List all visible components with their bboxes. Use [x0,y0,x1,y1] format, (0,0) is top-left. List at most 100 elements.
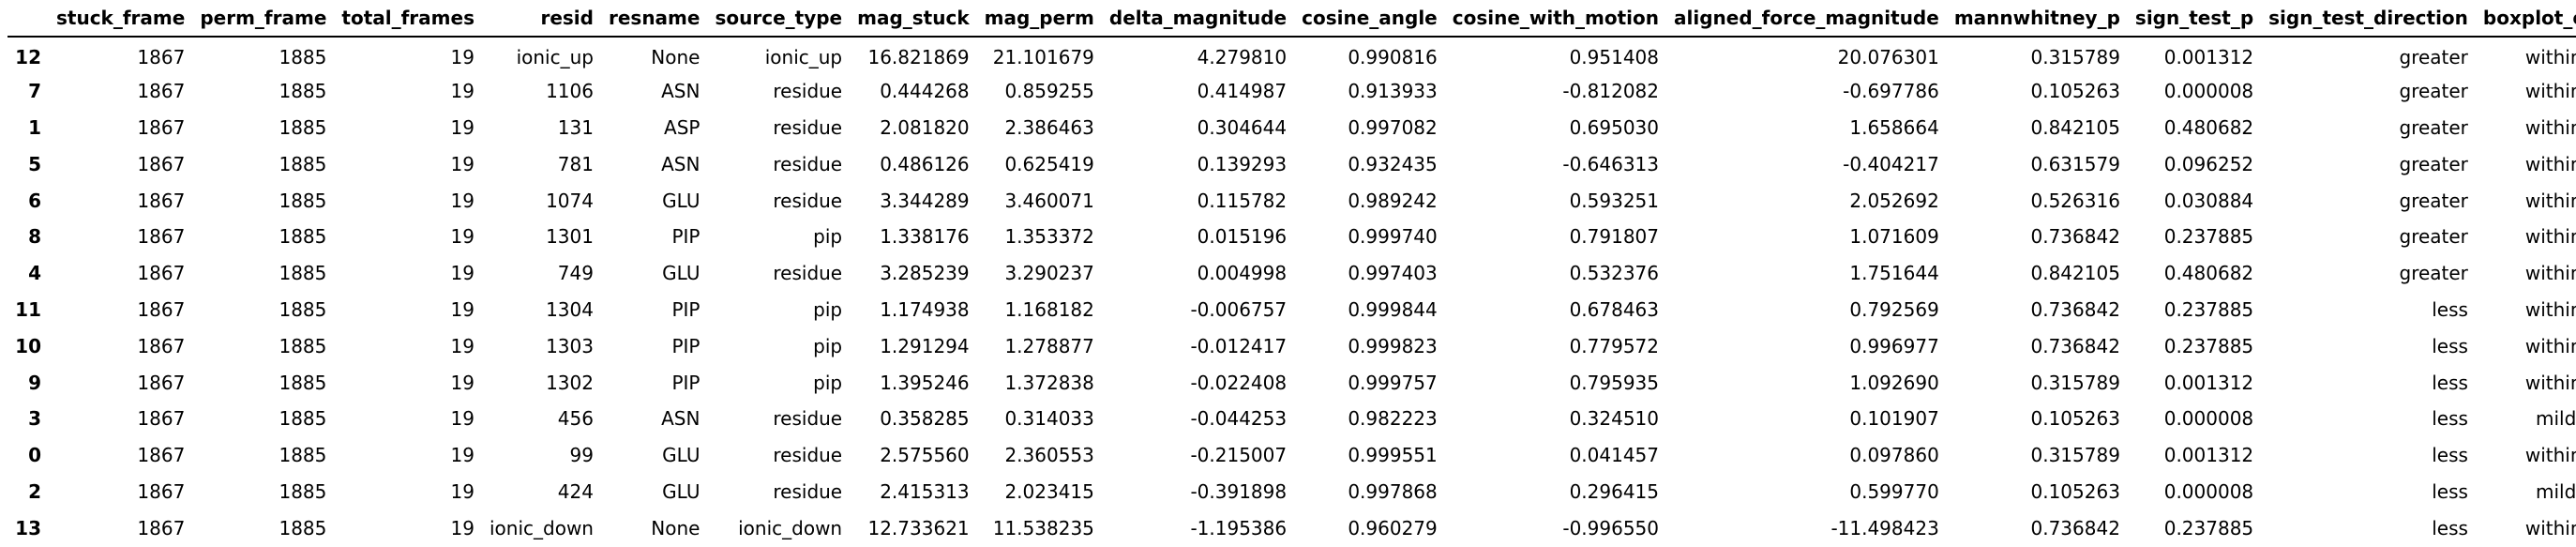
row-index: 1 [28,115,41,139]
cell-cosine-with-motion: 0.791807 [1569,225,1660,249]
cell-boxplot-outlier: within range [2524,152,2576,175]
cell-mag-stuck: 0.358285 [880,407,970,431]
column-header-mag-perm: mag_perm [976,0,1102,38]
cell-boxplot-outlier: within range [2524,45,2576,68]
row-index: 8 [28,225,41,249]
cell-delta-magnitude: -0.391898 [1190,479,1288,503]
cell-resname: ASP [664,115,700,139]
table-row: 2 1867 1885 19 424 GLU residue 2.415313 2.023415… [8,474,2576,510]
cell-resname: GLU [662,479,700,503]
cell-aligned-force-magnitude: 1.658664 [1849,115,1939,139]
cell-resid: 99 [569,444,594,467]
cell-mannwhitney-p: 0.842105 [2030,115,2120,139]
cell-sign-test-p: 0.237885 [2163,297,2254,321]
cell-mag-stuck: 3.344289 [880,189,970,212]
cell-cosine-with-motion: 0.678463 [1569,297,1660,321]
cell-sign-test-direction: less [2432,297,2468,321]
cell-resid: 131 [557,115,594,139]
cell-mannwhitney-p: 0.105263 [2030,479,2120,503]
cell-cosine-with-motion: 0.951408 [1569,45,1660,68]
cell-mag-perm: 11.538235 [992,516,1094,539]
cell-mag-stuck: 1.291294 [880,334,970,357]
cell-stuck-frame: 1867 [137,262,186,285]
cell-sign-test-direction: greater [2399,115,2468,139]
table-row: 0 1867 1885 19 99 GLU residue 2.575560 2.360553 -… [8,437,2576,474]
cell-perm-frame: 1885 [279,225,327,249]
cell-cosine-with-motion: 0.779572 [1569,334,1660,357]
table-row: 13 1867 1885 19 ionic_down None ionic_down 12.7… [8,509,2576,546]
cell-perm-frame: 1885 [279,189,327,212]
table-row: 7 1867 1885 19 1106 ASN residue 0.444268 0.85925… [8,73,2576,110]
cell-cosine-angle: 0.999823 [1348,334,1438,357]
cell-resid: 1304 [546,297,594,321]
column-header-sign-test-direction: sign_test_direction [2261,0,2476,38]
cell-resname: GLU [662,262,700,285]
cell-resname: None [651,45,700,68]
column-header-resname: resname [600,0,708,38]
cell-sign-test-direction: less [2432,334,2468,357]
cell-sign-test-direction: less [2432,407,2468,431]
cell-resid: 781 [557,152,594,175]
cell-cosine-angle: 0.999551 [1348,444,1438,467]
row-index: 9 [28,371,41,394]
cell-aligned-force-magnitude: 2.052692 [1849,189,1939,212]
cell-delta-magnitude: 0.115782 [1197,189,1288,212]
cell-sign-test-direction: less [2432,516,2468,539]
row-index: 7 [28,80,41,103]
cell-stuck-frame: 1867 [137,152,186,175]
cell-delta-magnitude: -0.215007 [1190,444,1288,467]
cell-mag-perm: 2.023415 [1004,479,1094,503]
cell-cosine-angle: 0.913933 [1348,80,1438,103]
cell-boxplot-outlier: within range [2524,262,2576,285]
cell-mag-stuck: 2.415313 [880,479,970,503]
column-header-aligned-force-magnitude: aligned_force_magnitude [1666,0,1947,38]
table-header: stuck_frame perm_frame total_frames resid re… [8,0,2576,38]
cell-stuck-frame: 1867 [137,80,186,103]
cell-boxplot-outlier: within range [2524,444,2576,467]
cell-cosine-with-motion: -0.996550 [1562,516,1660,539]
cell-resname: GLU [662,444,700,467]
cell-source-type: residue [773,479,843,503]
cell-delta-magnitude: 0.004998 [1197,262,1288,285]
cell-aligned-force-magnitude: 0.599770 [1849,479,1939,503]
cell-cosine-angle: 0.997868 [1348,479,1438,503]
cell-total-frames: 19 [450,516,475,539]
cell-cosine-with-motion: 0.532376 [1569,262,1660,285]
cell-delta-magnitude: 0.139293 [1197,152,1288,175]
cell-total-frames: 19 [450,407,475,431]
column-header-cosine-with-motion: cosine_with_motion [1444,0,1667,38]
cell-mag-stuck: 0.444268 [880,80,970,103]
cell-perm-frame: 1885 [279,115,327,139]
cell-cosine-angle: 0.982223 [1348,407,1438,431]
cell-mannwhitney-p: 0.736842 [2030,334,2120,357]
cell-sign-test-direction: greater [2399,45,2468,68]
cell-boxplot-outlier: mild outlier [2535,479,2576,503]
cell-sign-test-p: 0.001312 [2163,45,2254,68]
cell-mag-perm: 0.859255 [1004,80,1094,103]
column-header-cosine-angle: cosine_angle [1294,0,1445,38]
table-row: 3 1867 1885 19 456 ASN residue 0.358285 0.314033… [8,401,2576,437]
cell-boxplot-outlier: within range [2524,334,2576,357]
cell-mannwhitney-p: 0.315789 [2030,371,2120,394]
cell-aligned-force-magnitude: 1.092690 [1849,371,1939,394]
header-row: stuck_frame perm_frame total_frames resid re… [8,0,2576,38]
cell-perm-frame: 1885 [279,371,327,394]
cell-perm-frame: 1885 [279,152,327,175]
cell-aligned-force-magnitude: 1.071609 [1849,225,1939,249]
table-row: 10 1867 1885 19 1303 PIP pip 1.291294 1.278877 -0… [8,327,2576,364]
cell-total-frames: 19 [450,225,475,249]
cell-cosine-with-motion: 0.296415 [1569,479,1660,503]
cell-cosine-with-motion: -0.646313 [1562,152,1660,175]
cell-mag-perm: 0.625419 [1004,152,1094,175]
table-row: 6 1867 1885 19 1074 GLU residue 3.344289 3.46007… [8,182,2576,219]
cell-sign-test-p: 0.096252 [2163,152,2254,175]
cell-aligned-force-magnitude: 0.792569 [1849,297,1939,321]
cell-resid: ionic_down [489,516,594,539]
cell-sign-test-p: 0.237885 [2163,225,2254,249]
cell-perm-frame: 1885 [279,80,327,103]
row-index: 4 [28,262,41,285]
cell-resname: GLU [662,189,700,212]
cell-cosine-with-motion: 0.041457 [1569,444,1660,467]
results-table: stuck_frame perm_frame total_frames resid re… [8,0,2576,546]
cell-mag-perm: 1.372838 [1004,371,1094,394]
